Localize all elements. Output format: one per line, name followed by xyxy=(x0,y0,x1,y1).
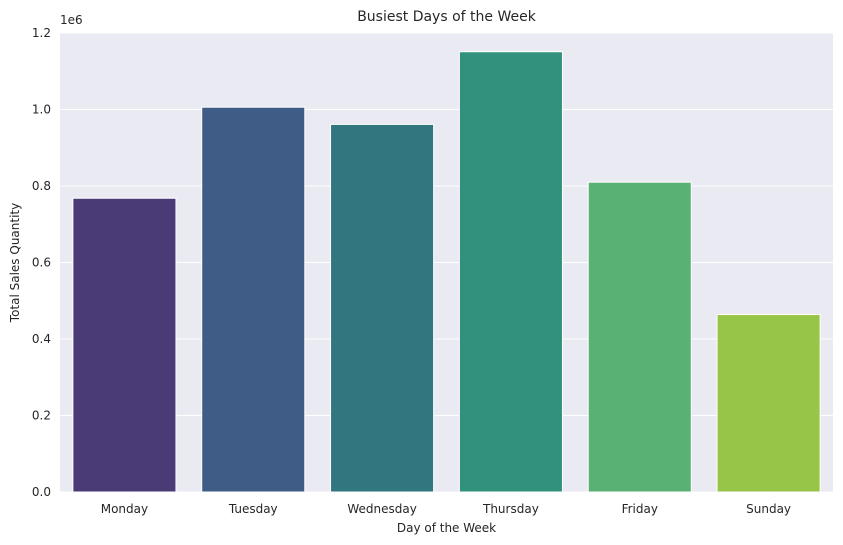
bar-tuesday xyxy=(201,106,306,493)
y-tick-label: 1.0 xyxy=(32,103,51,117)
y-tick-label: 0.2 xyxy=(32,409,51,423)
bar-friday xyxy=(587,181,692,493)
gridlines xyxy=(60,32,833,493)
bars xyxy=(72,51,821,493)
y-tick-label: 0.6 xyxy=(32,256,51,270)
x-axis-label: Day of the Week xyxy=(397,521,496,535)
chart-title: Busiest Days of the Week xyxy=(357,9,537,25)
y-tick-label: 1.2 xyxy=(32,26,51,40)
x-axis-ticks: Monday Tuesday Wednesday Thursday Friday Sund… xyxy=(101,502,791,516)
x-tick-label: Thursday xyxy=(482,502,539,516)
x-tick-label: Monday xyxy=(101,502,148,516)
x-tick-label: Wednesday xyxy=(347,502,416,516)
bar-monday xyxy=(72,197,177,493)
bar-wednesday xyxy=(330,123,435,493)
y-axis-label: Total Sales Quantity xyxy=(8,203,22,323)
x-tick-label: Friday xyxy=(622,502,658,516)
y-tick-label: 0.4 xyxy=(32,332,51,346)
bar-sunday xyxy=(716,314,821,493)
y-axis-offset-label: 1e6 xyxy=(60,13,83,27)
x-tick-label: Sunday xyxy=(746,502,791,516)
y-tick-label: 0.0 xyxy=(32,485,51,499)
y-axis-ticks: 0.0 0.2 0.4 0.6 0.8 1.0 1.2 xyxy=(32,26,51,499)
bar-thursday xyxy=(458,51,563,493)
x-tick-label: Tuesday xyxy=(228,502,278,516)
y-tick-label: 0.8 xyxy=(32,179,51,193)
